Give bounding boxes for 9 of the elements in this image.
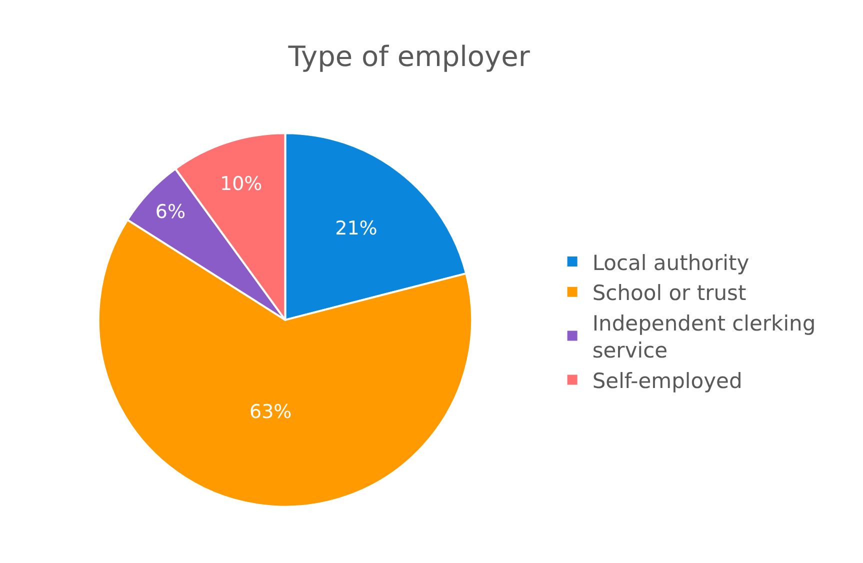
legend-label: Self-employed [592, 368, 742, 393]
data-label: 63% [249, 401, 292, 424]
data-label: 21% [335, 217, 378, 240]
legend-label: Local authority [592, 250, 750, 275]
legend-label: Independent clerking service [592, 311, 816, 363]
data-label: 10% [220, 173, 262, 196]
chart-title: Type of employer [287, 40, 530, 74]
data-label: 6% [155, 201, 186, 224]
legend-label: School or trust [592, 281, 746, 306]
